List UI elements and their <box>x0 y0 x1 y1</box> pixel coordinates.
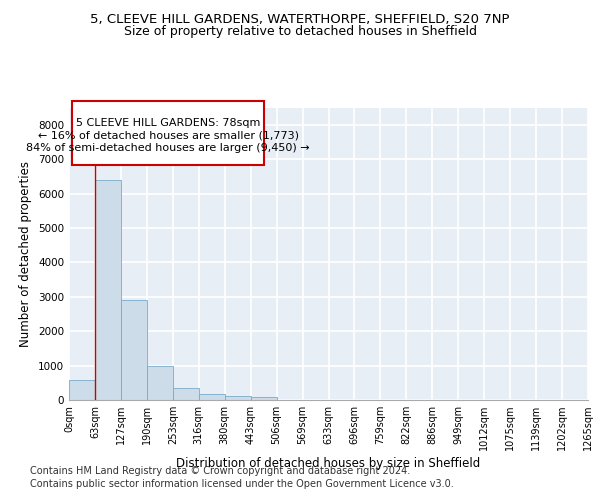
Text: 84% of semi-detached houses are larger (9,450) →: 84% of semi-detached houses are larger (… <box>26 144 310 154</box>
Text: 5 CLEEVE HILL GARDENS: 78sqm: 5 CLEEVE HILL GARDENS: 78sqm <box>76 118 260 128</box>
Text: Contains public sector information licensed under the Open Government Licence v3: Contains public sector information licen… <box>30 479 454 489</box>
Text: ← 16% of detached houses are smaller (1,773): ← 16% of detached houses are smaller (1,… <box>38 130 299 140</box>
Bar <box>147 366 173 400</box>
Bar <box>173 388 199 400</box>
Bar <box>121 300 147 400</box>
Bar <box>251 398 277 400</box>
Bar <box>225 396 251 400</box>
X-axis label: Distribution of detached houses by size in Sheffield: Distribution of detached houses by size … <box>176 458 481 470</box>
Bar <box>69 380 95 400</box>
FancyBboxPatch shape <box>72 100 264 166</box>
Text: 5, CLEEVE HILL GARDENS, WATERTHORPE, SHEFFIELD, S20 7NP: 5, CLEEVE HILL GARDENS, WATERTHORPE, SHE… <box>90 12 510 26</box>
Bar <box>95 180 121 400</box>
Y-axis label: Number of detached properties: Number of detached properties <box>19 161 32 347</box>
Text: Contains HM Land Registry data © Crown copyright and database right 2024.: Contains HM Land Registry data © Crown c… <box>30 466 410 476</box>
Bar <box>199 394 224 400</box>
Text: Size of property relative to detached houses in Sheffield: Size of property relative to detached ho… <box>124 25 476 38</box>
